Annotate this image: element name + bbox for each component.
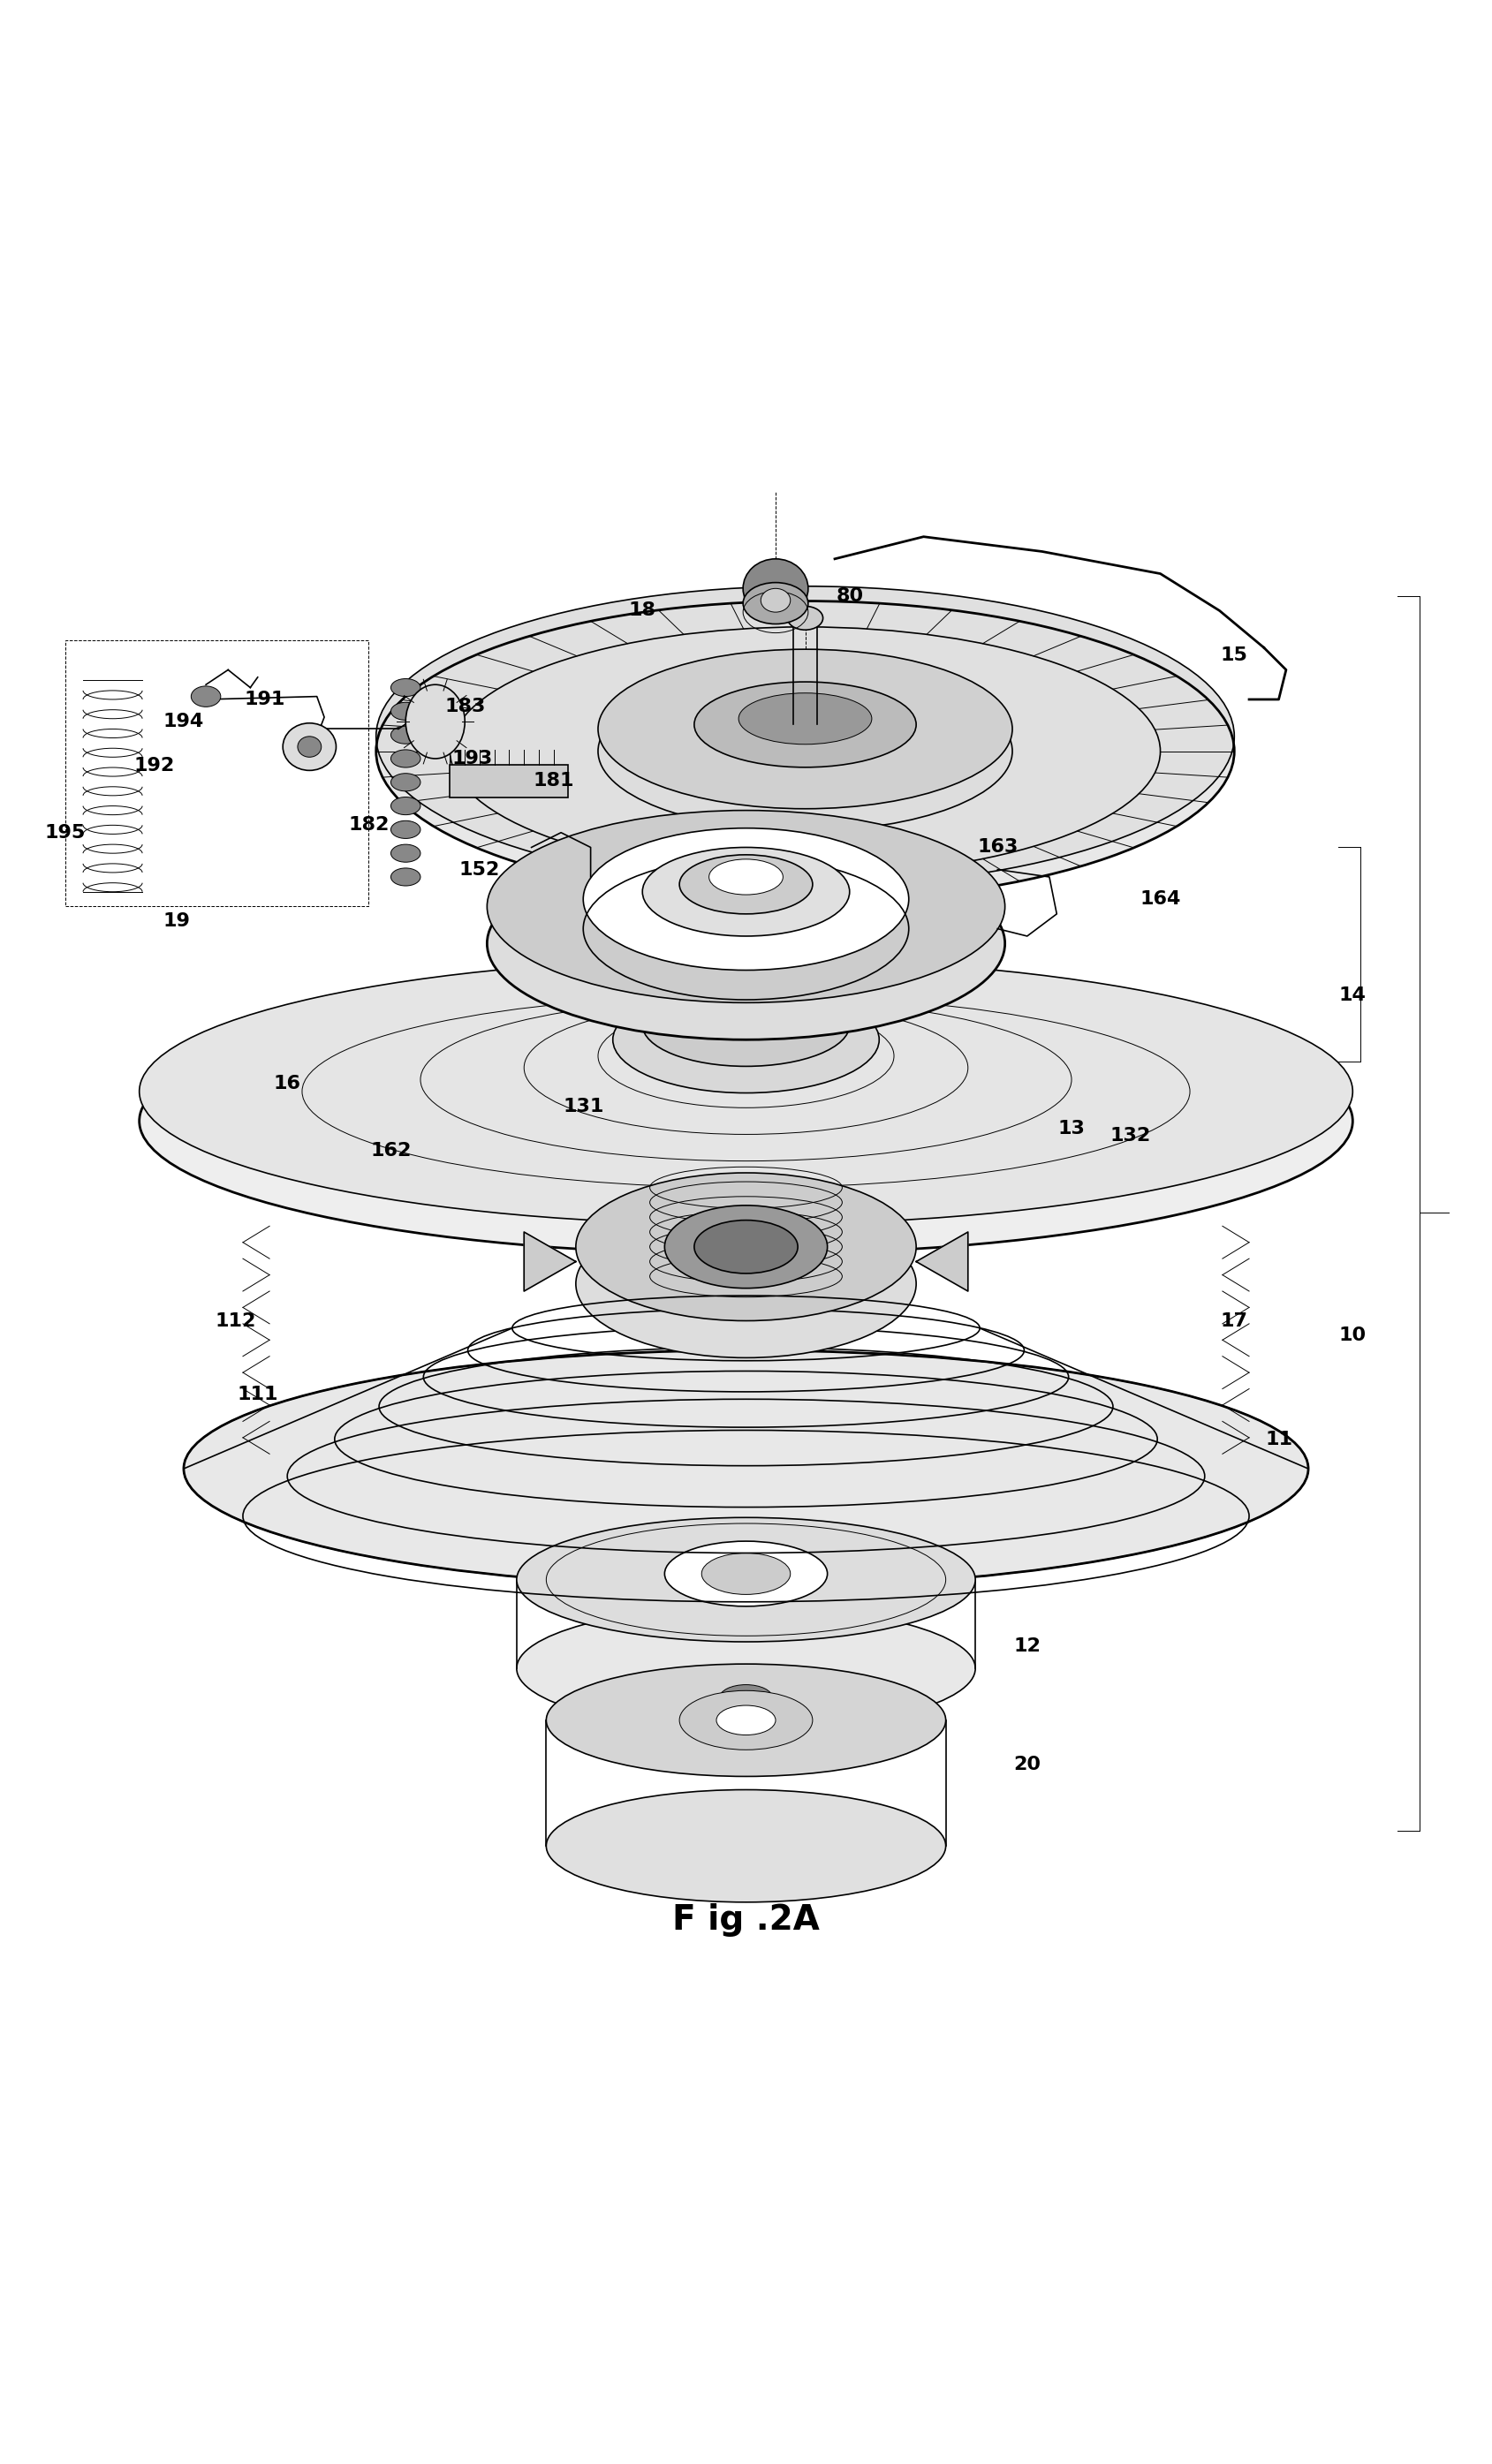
Ellipse shape <box>709 860 783 894</box>
Ellipse shape <box>391 867 421 887</box>
Text: 80: 80 <box>836 586 864 604</box>
Ellipse shape <box>139 958 1353 1225</box>
Ellipse shape <box>743 559 809 618</box>
Text: 131: 131 <box>562 1096 604 1116</box>
Polygon shape <box>524 1232 576 1291</box>
Ellipse shape <box>788 606 824 631</box>
Text: 20: 20 <box>1013 1757 1041 1774</box>
Text: 152: 152 <box>460 860 500 877</box>
Ellipse shape <box>576 1173 916 1321</box>
Ellipse shape <box>297 737 321 756</box>
Ellipse shape <box>486 811 1006 1003</box>
Ellipse shape <box>716 1705 776 1735</box>
Text: 15: 15 <box>1220 646 1247 663</box>
Text: 191: 191 <box>245 690 285 707</box>
Ellipse shape <box>613 986 879 1094</box>
Ellipse shape <box>643 983 849 1067</box>
Ellipse shape <box>546 1789 946 1902</box>
Text: 192: 192 <box>134 756 175 774</box>
Ellipse shape <box>743 582 809 623</box>
Ellipse shape <box>139 988 1353 1254</box>
Text: 14: 14 <box>1338 986 1367 1005</box>
Ellipse shape <box>391 749 421 766</box>
Ellipse shape <box>391 702 421 719</box>
Text: 132: 132 <box>1110 1126 1152 1146</box>
Ellipse shape <box>694 683 916 766</box>
Ellipse shape <box>583 828 909 971</box>
Ellipse shape <box>406 685 466 759</box>
Bar <box>66 641 369 907</box>
Text: 18: 18 <box>628 601 656 618</box>
Ellipse shape <box>643 848 849 936</box>
Text: 194: 194 <box>163 712 204 729</box>
Ellipse shape <box>391 796 421 816</box>
Ellipse shape <box>391 727 421 744</box>
Ellipse shape <box>376 586 1234 887</box>
Text: 17: 17 <box>1220 1311 1247 1331</box>
Ellipse shape <box>184 1350 1308 1587</box>
Ellipse shape <box>516 1518 976 1641</box>
Bar <box>451 764 568 796</box>
Ellipse shape <box>516 1607 976 1730</box>
Text: 112: 112 <box>215 1311 257 1331</box>
Ellipse shape <box>761 589 791 611</box>
Ellipse shape <box>391 678 421 697</box>
Ellipse shape <box>391 774 421 791</box>
Ellipse shape <box>546 1663 946 1777</box>
Ellipse shape <box>694 1220 798 1274</box>
Ellipse shape <box>709 986 783 1020</box>
Ellipse shape <box>576 1210 916 1358</box>
Text: 163: 163 <box>977 838 1018 855</box>
Ellipse shape <box>376 601 1234 902</box>
Ellipse shape <box>679 981 813 1040</box>
Text: 162: 162 <box>370 1141 412 1161</box>
Ellipse shape <box>391 845 421 862</box>
Ellipse shape <box>701 1552 791 1594</box>
Text: 181: 181 <box>533 771 574 788</box>
Text: 10: 10 <box>1338 1326 1367 1345</box>
Text: 13: 13 <box>1058 1119 1085 1138</box>
Text: 164: 164 <box>1140 890 1180 907</box>
Text: 11: 11 <box>1265 1429 1292 1449</box>
Ellipse shape <box>598 650 1013 808</box>
Text: 193: 193 <box>452 749 492 766</box>
Ellipse shape <box>679 855 813 914</box>
Text: F ig .2A: F ig .2A <box>673 1902 819 1937</box>
Ellipse shape <box>283 722 336 771</box>
Ellipse shape <box>679 1690 813 1749</box>
Text: 183: 183 <box>445 697 485 715</box>
Text: 182: 182 <box>348 816 389 833</box>
Ellipse shape <box>191 685 221 707</box>
Ellipse shape <box>664 1205 828 1289</box>
Ellipse shape <box>598 673 1013 830</box>
Ellipse shape <box>739 692 871 744</box>
Text: 16: 16 <box>273 1074 301 1094</box>
Ellipse shape <box>391 821 421 838</box>
Text: 195: 195 <box>45 823 85 840</box>
Ellipse shape <box>664 1540 828 1607</box>
Polygon shape <box>916 1232 968 1291</box>
Ellipse shape <box>486 848 1006 1040</box>
Ellipse shape <box>719 1685 773 1712</box>
Text: 111: 111 <box>237 1385 278 1404</box>
Text: 12: 12 <box>1013 1639 1041 1656</box>
Text: 19: 19 <box>163 912 189 931</box>
